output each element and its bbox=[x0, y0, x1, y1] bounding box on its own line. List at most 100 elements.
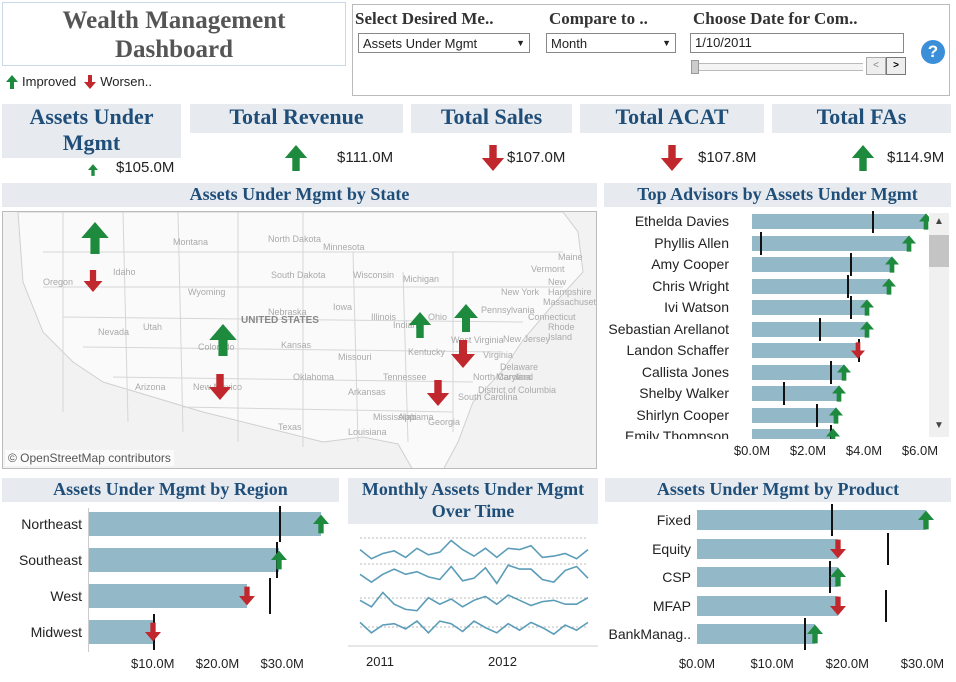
state-border-line bbox=[402, 271, 409, 443]
region-bar[interactable] bbox=[88, 548, 279, 572]
up-arrow-icon bbox=[882, 277, 897, 295]
state-label: District of Columbia bbox=[478, 385, 557, 395]
up-arrow-icon bbox=[829, 406, 843, 424]
state-label: Oregon bbox=[43, 277, 74, 287]
monthly-title: Monthly Assets Under Mgmt Over Time bbox=[348, 478, 598, 524]
date-label: Choose Date for Com.. bbox=[693, 9, 858, 28]
monthly-tick: 2011 bbox=[366, 654, 394, 669]
map-marker-new-mexico[interactable] bbox=[208, 374, 232, 405]
state-label: Kansas bbox=[281, 340, 312, 350]
date-input[interactable]: 1/10/2011 bbox=[690, 33, 904, 53]
down-arrow-icon bbox=[481, 145, 505, 171]
product-label: CSP bbox=[662, 569, 691, 585]
advisor-trend bbox=[826, 428, 841, 439]
state-label: South Dakota bbox=[271, 270, 326, 280]
map-marker-oregon[interactable] bbox=[83, 270, 103, 297]
advisor-bar[interactable] bbox=[752, 364, 845, 380]
product-label: Equity bbox=[652, 540, 691, 557]
state-label: Indiana bbox=[393, 320, 423, 330]
product-tick: $10.0M bbox=[750, 656, 794, 671]
advisor-bar[interactable] bbox=[752, 257, 892, 272]
advisor-bar[interactable] bbox=[752, 235, 909, 251]
map-marker-ohio[interactable] bbox=[453, 304, 479, 337]
advisor-bar[interactable] bbox=[752, 343, 859, 358]
map-marker-indiana[interactable] bbox=[408, 312, 432, 343]
region-bar[interactable] bbox=[88, 584, 247, 608]
state-map[interactable]: Montana North Dakota Minnesota South Dakota… bbox=[2, 211, 597, 469]
advisor-label: Shelby Walker bbox=[639, 385, 729, 401]
advisor-label: Landon Schaffer bbox=[626, 342, 730, 358]
next-button[interactable]: > bbox=[886, 57, 906, 75]
state-border-line bbox=[177, 212, 184, 433]
advisor-bar[interactable] bbox=[752, 386, 839, 401]
product-tick: $30.0M bbox=[900, 656, 945, 671]
state-label: Maryland bbox=[496, 372, 534, 382]
state-label: Connecticut bbox=[528, 312, 576, 322]
advisor-bar[interactable] bbox=[752, 429, 834, 439]
state-label: Mississippi bbox=[373, 412, 417, 422]
advisor-label: Sebastian Arellanot bbox=[608, 320, 729, 337]
product-trend bbox=[806, 624, 823, 649]
region-axis-line bbox=[88, 508, 89, 652]
advisor-label: Ethelda Davies bbox=[634, 213, 729, 229]
down-arrow-icon bbox=[144, 622, 161, 642]
advisor-bar[interactable] bbox=[752, 300, 867, 315]
product-trend bbox=[830, 539, 847, 564]
product-reference-line bbox=[804, 618, 807, 650]
state-label: Vermont bbox=[531, 264, 565, 274]
map-marker-south-carolina[interactable] bbox=[426, 380, 450, 411]
scroll-down-icon[interactable]: ▼ bbox=[934, 420, 944, 431]
up-arrow-icon bbox=[851, 145, 875, 171]
region-label: Midwest bbox=[30, 624, 82, 640]
advisor-trend bbox=[918, 213, 929, 235]
advisor-bar[interactable] bbox=[752, 214, 926, 229]
state-label: Tennessee bbox=[383, 372, 427, 382]
date-slider-track[interactable] bbox=[691, 63, 863, 71]
advisors-scrollbar[interactable]: ▲ ▼ bbox=[929, 213, 949, 437]
region-bar[interactable] bbox=[88, 512, 322, 536]
advisor-bar[interactable] bbox=[752, 278, 890, 294]
state-label: Arkansas bbox=[348, 387, 386, 397]
scroll-thumb[interactable] bbox=[929, 235, 949, 267]
advisors-rows: Ethelda Davies Phyllis Allen Amy Cooper Chr… bbox=[604, 211, 929, 439]
advisor-reference-line bbox=[830, 360, 833, 384]
advisor-bar[interactable] bbox=[752, 407, 836, 423]
region-bar[interactable] bbox=[88, 620, 153, 644]
previous-button[interactable]: < bbox=[866, 57, 886, 75]
kpi-fas-trend bbox=[851, 145, 875, 176]
up-arrow-icon bbox=[826, 428, 841, 439]
map-marker-colorado[interactable] bbox=[208, 324, 238, 361]
scroll-up-icon[interactable]: ▲ bbox=[934, 216, 944, 227]
kpi-revenue-title: Total Revenue bbox=[190, 104, 403, 133]
product-bar[interactable] bbox=[697, 538, 839, 559]
advisor-bar[interactable] bbox=[752, 321, 867, 337]
product-trend bbox=[830, 596, 847, 621]
map-marker-virginia[interactable] bbox=[450, 340, 476, 373]
product-bar[interactable] bbox=[697, 624, 815, 644]
series-line-s4 bbox=[359, 620, 589, 636]
state-label: Virginia bbox=[483, 350, 513, 360]
compare-select[interactable]: Month ▼ bbox=[546, 33, 676, 53]
date-slider-handle[interactable] bbox=[691, 60, 699, 74]
measure-select[interactable]: Assets Under Mgmt ▼ bbox=[358, 33, 530, 53]
map-marker-washington[interactable] bbox=[78, 222, 112, 259]
up-arrow-icon bbox=[454, 304, 478, 332]
product-reference-line bbox=[828, 561, 831, 593]
product-bar[interactable] bbox=[697, 567, 839, 587]
state-label: Ohio bbox=[428, 312, 448, 322]
advisor-label: Chris Wright bbox=[652, 277, 729, 294]
advisor-label: Callista Jones bbox=[641, 363, 729, 380]
state-label: Pennsylvania bbox=[481, 305, 535, 315]
product-bar[interactable] bbox=[697, 595, 839, 616]
region-trend bbox=[313, 514, 330, 539]
product-tick: $20.0M bbox=[825, 656, 869, 671]
map-canvas bbox=[17, 212, 584, 468]
state-label: Maine bbox=[558, 252, 583, 262]
up-arrow-icon bbox=[313, 514, 330, 534]
advisor-trend bbox=[831, 385, 846, 407]
product-bar[interactable] bbox=[697, 510, 927, 530]
help-button[interactable]: ? bbox=[921, 40, 945, 64]
advisor-reference-line bbox=[816, 403, 819, 427]
up-arrow-icon bbox=[918, 213, 929, 230]
product-trend bbox=[830, 567, 847, 592]
